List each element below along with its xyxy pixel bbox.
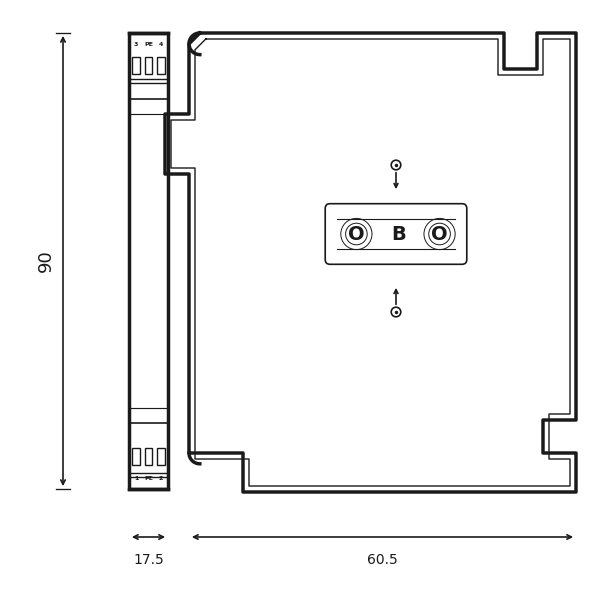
Text: 17.5: 17.5 [133, 553, 164, 567]
Text: 1: 1 [134, 476, 138, 481]
Text: 4: 4 [159, 43, 163, 47]
Text: 3: 3 [134, 43, 138, 47]
Text: PE: PE [144, 476, 153, 481]
Bar [133, 57, 140, 74]
Text: PE: PE [144, 43, 153, 47]
Text: 60.5: 60.5 [367, 553, 398, 567]
Bar [145, 448, 152, 465]
Bar [157, 57, 164, 74]
Text: O: O [431, 224, 448, 244]
Bar [145, 57, 152, 74]
Text: O: O [348, 224, 365, 244]
Text: 90: 90 [37, 250, 55, 272]
Text: B: B [391, 224, 406, 244]
Bar [157, 448, 164, 465]
Text: 2: 2 [159, 476, 163, 481]
Bar [133, 448, 140, 465]
